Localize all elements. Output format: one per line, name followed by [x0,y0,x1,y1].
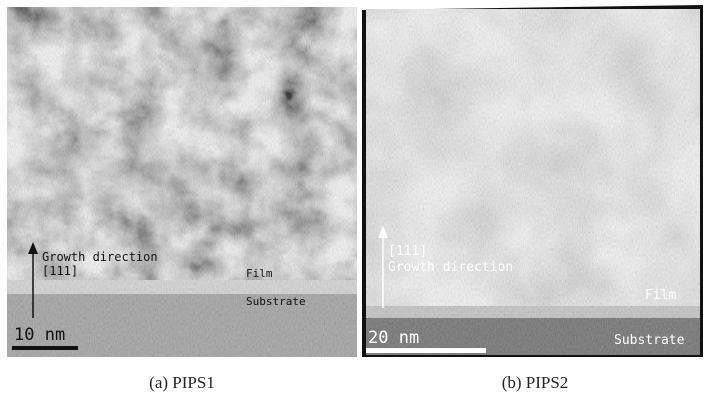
scale-bar-label: 10 nm [14,325,65,345]
substrate-label: Substrate [614,333,685,348]
scale-bar-label: 20 nm [368,328,419,348]
figure: Growth direction [111] Film Substrate 10… [0,0,708,402]
interface-texture [7,280,357,294]
growth-label: Growth direction [388,260,513,275]
panel-a: Growth direction [111] Film Substrate 10… [7,7,357,392]
lattice-texture [7,7,357,285]
direction-label: [111] [388,244,427,259]
direction-label: [111] [42,264,78,278]
film-label: Film [645,288,676,303]
scale-bar [12,346,78,350]
caption: (b) PIPS2 [502,373,569,392]
growth-label: Growth direction [42,250,158,264]
film-label: Film [246,267,273,280]
panel-b: [111] Growth direction Film Substrate 20… [362,5,703,392]
caption: (a) PIPS1 [149,373,215,392]
substrate-label: Substrate [246,295,306,308]
scale-bar [366,348,486,353]
